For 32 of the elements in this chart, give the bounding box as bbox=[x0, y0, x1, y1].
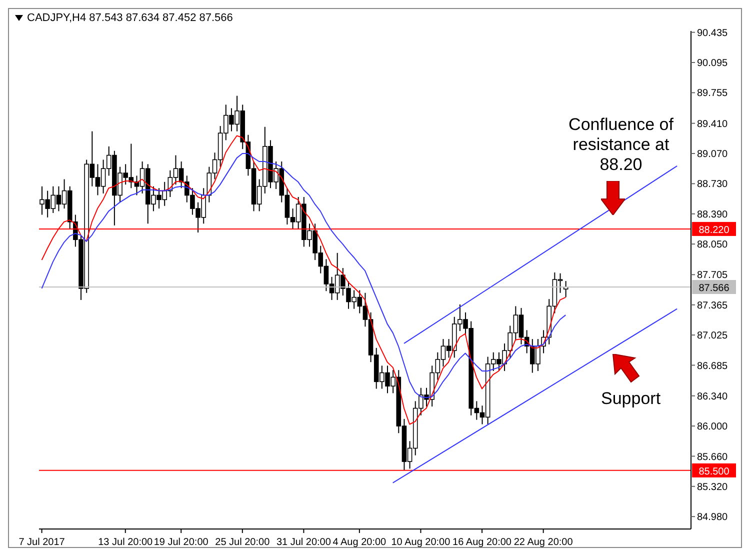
annotation: Support bbox=[601, 389, 661, 409]
ref-line-label: 88.220 bbox=[698, 224, 730, 236]
y-tick-label: 86.000 bbox=[697, 422, 728, 433]
x-tick-label: 7 Jul 2017 bbox=[18, 537, 66, 548]
y-tick-label: 84.980 bbox=[697, 512, 728, 524]
y-tick-label: 87.365 bbox=[697, 300, 728, 312]
y-tick-label: 88.390 bbox=[697, 209, 728, 220]
y-tick-label: 89.755 bbox=[697, 88, 728, 100]
x-tick-label: 25 Jul 20:00 bbox=[215, 537, 270, 548]
y-tick-label: 85.660 bbox=[697, 452, 728, 463]
x-tick-label: 13 Jul 20:00 bbox=[98, 537, 154, 548]
y-tick-label: 86.340 bbox=[697, 391, 728, 402]
y-tick-label: 90.095 bbox=[697, 58, 728, 70]
x-tick-label: 10 Aug 20:00 bbox=[391, 537, 451, 548]
y-tick-label: 90.435 bbox=[697, 28, 728, 39]
x-tick-label: 31 Jul 20:00 bbox=[276, 537, 332, 548]
y-tick-label: 89.070 bbox=[697, 149, 728, 160]
x-tick-label: 4 Aug 20:00 bbox=[332, 537, 387, 548]
ref-line-label: 87.566 bbox=[698, 283, 730, 294]
ref-line-label: 85.500 bbox=[698, 466, 730, 478]
x-tick-label: 16 Aug 20:00 bbox=[452, 537, 512, 548]
x-tick-label: 19 Jul 20:00 bbox=[154, 537, 209, 548]
y-tick-label: 87.025 bbox=[697, 330, 728, 342]
annotation: Confluence of resistance at 88.20 bbox=[568, 115, 674, 175]
y-tick-label: 88.730 bbox=[697, 179, 728, 190]
y-tick-label: 87.705 bbox=[697, 270, 728, 282]
x-tick-label: 22 Aug 20:00 bbox=[514, 537, 574, 548]
y-tick-label: 89.410 bbox=[697, 118, 728, 130]
y-tick-label: 85.320 bbox=[697, 482, 728, 493]
chart-title: CADJPY,H4 87.543 87.634 87.452 87.566 bbox=[27, 12, 233, 24]
y-tick-label: 86.685 bbox=[697, 360, 728, 372]
y-tick-label: 88.050 bbox=[697, 240, 728, 251]
